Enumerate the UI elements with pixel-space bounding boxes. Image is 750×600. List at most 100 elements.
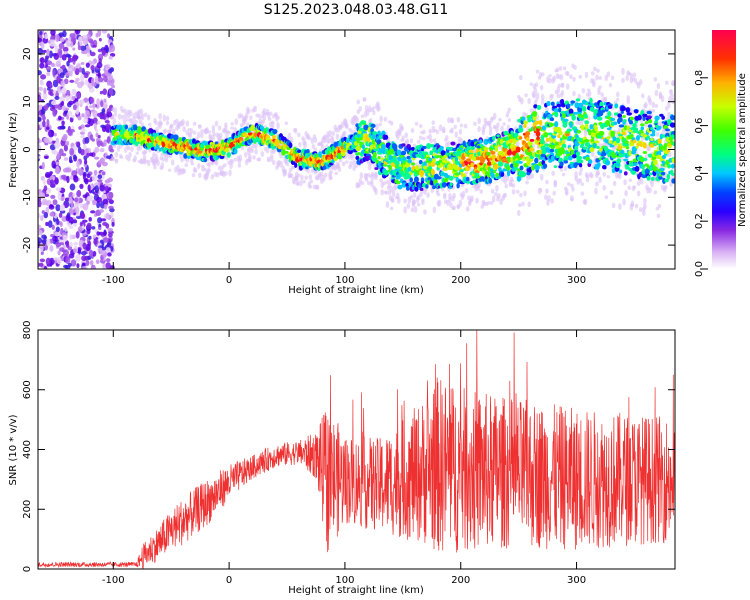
halo-blob (556, 93, 561, 99)
noise-blob (65, 243, 70, 248)
spectral-blob (542, 163, 548, 169)
noise-blob (45, 257, 51, 266)
spectral-blob (341, 149, 348, 153)
halo-blob (447, 140, 451, 146)
spectral-blob (488, 177, 493, 184)
noise-blob (91, 199, 97, 206)
halo-blob (354, 163, 358, 169)
halo-blob (384, 190, 389, 195)
noise-blob (65, 40, 71, 48)
noise-blob (82, 38, 89, 46)
noise-blob (108, 55, 113, 60)
noise-blob (67, 129, 73, 136)
noise-blob (99, 209, 104, 213)
halo-blob (452, 192, 456, 199)
spectral-blob (285, 150, 289, 154)
halo-blob (328, 130, 332, 138)
halo-blob (550, 93, 554, 99)
halo-blob (374, 188, 378, 196)
noise-blob (69, 79, 75, 83)
noise-blob (69, 147, 75, 156)
halo-blob (147, 122, 152, 127)
halo-blob (539, 84, 544, 91)
spectral-blob (647, 124, 653, 128)
halo-blob (477, 117, 481, 125)
halo-blob (641, 93, 645, 99)
halo-blob (628, 178, 633, 183)
noise-blob (87, 179, 93, 183)
halo-blob (645, 154, 649, 158)
spectral-blob (613, 121, 618, 126)
halo-blob (475, 197, 479, 204)
spectral-blob (429, 150, 434, 156)
halo-blob (356, 99, 361, 105)
spectral-blob (654, 120, 659, 124)
spectral-blob (558, 130, 563, 136)
spectral-blob (141, 126, 147, 132)
spectral-blob (578, 163, 583, 168)
halo-blob (552, 75, 557, 82)
spectral-blob (401, 182, 407, 188)
halo-blob (587, 90, 592, 97)
spectral-blob (650, 176, 655, 181)
spectral-blob (359, 141, 364, 146)
halo-blob (165, 115, 170, 121)
noise-blob (78, 36, 83, 43)
halo-blob (564, 187, 569, 195)
halo-blob (431, 125, 436, 130)
noise-blob (92, 234, 97, 239)
snr-ytick-label: 400 (22, 440, 33, 459)
snr-xlabel: Height of straight line (km) (288, 585, 424, 596)
spectral-blob (454, 166, 459, 171)
noise-blob (74, 206, 80, 215)
spectral-blob (610, 117, 616, 121)
halo-blob (338, 158, 343, 163)
noise-blob (107, 183, 112, 189)
spectral-blob (554, 121, 559, 128)
halo-blob (410, 207, 415, 213)
halo-blob (535, 92, 540, 100)
halo-blob (244, 112, 249, 119)
spectral-blob (653, 159, 658, 166)
spectral-blob (594, 140, 600, 144)
spectrogram-xtick-label: 0 (226, 275, 232, 286)
noise-blob (108, 144, 113, 152)
spectral-blob (468, 149, 474, 154)
spectral-blob (661, 115, 665, 120)
halo-blob (429, 138, 434, 144)
halo-blob (618, 127, 622, 132)
halo-blob (651, 108, 656, 113)
noise-blob (91, 82, 97, 87)
spectral-blob (671, 133, 675, 140)
spectral-blob (363, 124, 369, 131)
spectral-blob (584, 123, 589, 130)
halo-blob (233, 157, 238, 162)
spectral-blob (576, 129, 582, 134)
halo-blob (304, 175, 308, 180)
halo-blob (585, 173, 590, 179)
spectral-blob (633, 109, 639, 114)
halo-blob (629, 72, 634, 79)
noise-blob (59, 125, 66, 130)
noise-blob (70, 259, 77, 267)
spectral-blob (518, 161, 523, 164)
colorbar-tick-label: 0.2 (694, 213, 705, 229)
noise-blob (49, 179, 55, 185)
spectral-blob (281, 149, 286, 156)
noise-blob (65, 72, 70, 77)
spectral-blob (428, 157, 433, 162)
halo-blob (618, 172, 622, 180)
halo-blob (435, 129, 440, 135)
noise-blob (101, 246, 106, 251)
halo-blob (612, 180, 617, 186)
halo-blob (604, 195, 609, 200)
spectral-blob (609, 144, 615, 148)
spectral-blob (499, 138, 504, 145)
noise-blob (110, 245, 114, 252)
halo-blob (560, 90, 565, 96)
colorbar-tick-label: 0.0 (694, 261, 705, 277)
noise-blob (58, 42, 65, 50)
spectral-blob (618, 117, 623, 123)
spectral-blob (318, 151, 322, 157)
noise-blob (82, 262, 86, 266)
